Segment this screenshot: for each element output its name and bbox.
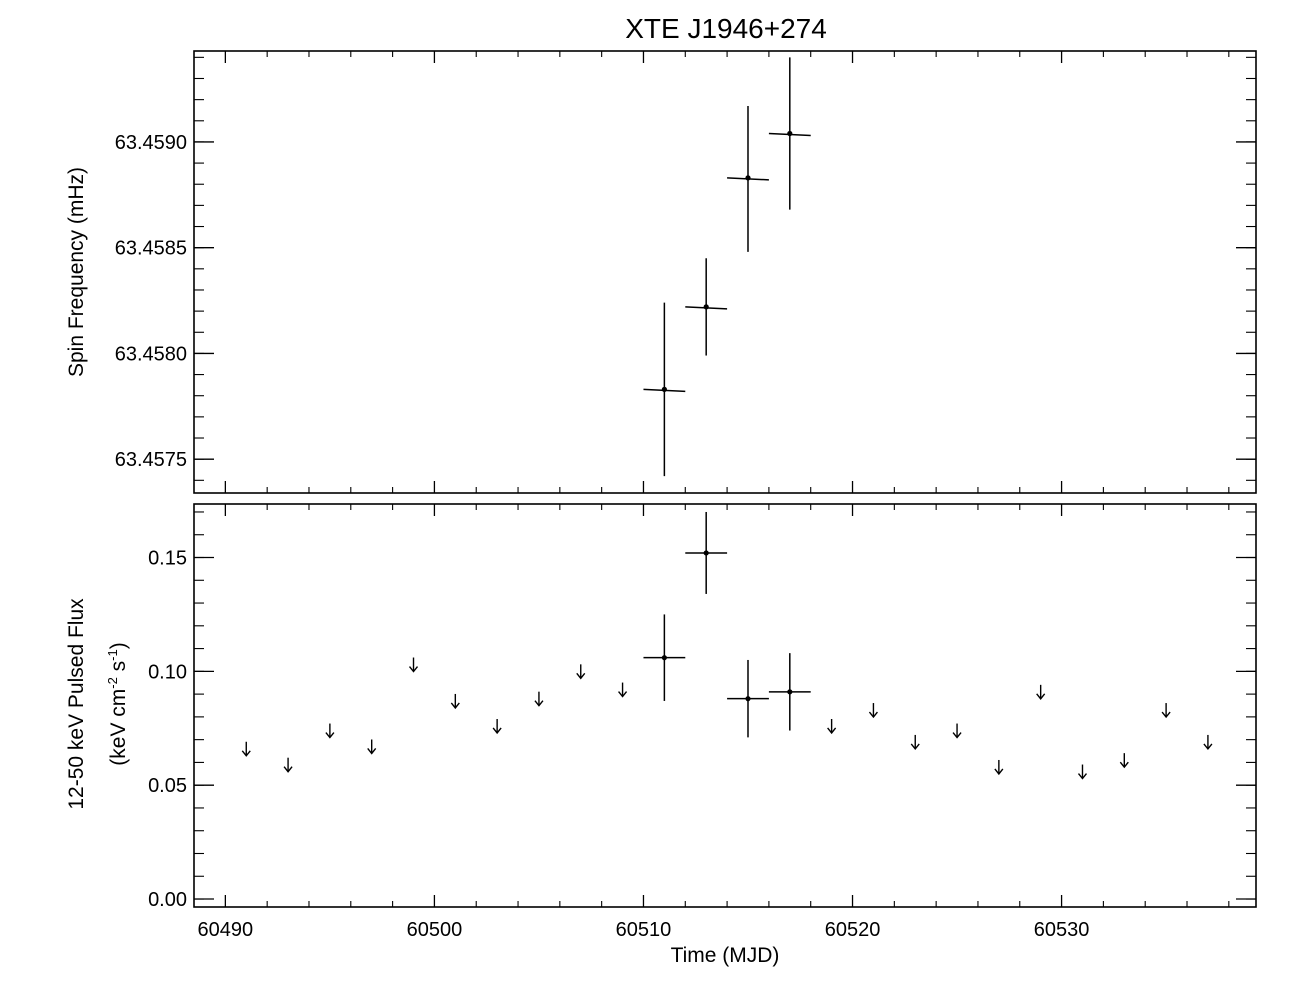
data-point [745,175,751,181]
upper-limit-arrowhead [618,691,628,698]
x-tick-label: 60500 [407,919,463,941]
data-point [661,386,667,392]
upper-limit-arrowhead [1077,773,1088,780]
y-tick-label: 0.15 [148,548,187,570]
upper-limit-arrowhead [283,766,293,773]
x-tick-label: 60510 [616,919,672,941]
bottom-panel-frame [193,503,1257,908]
y-tick-label: 63.4585 [115,238,187,260]
upper-limit-arrowhead [241,750,251,757]
x-tick-label: 60490 [198,919,254,941]
x-tick-label: 60530 [1034,919,1090,941]
chart-title: XTE J1946+274 [625,13,827,44]
upper-limit-arrowhead [1203,743,1213,751]
x-tick-label: 60520 [825,919,881,941]
upper-limit-arrowhead [827,727,837,735]
upper-limit-arrowhead [367,748,377,755]
bottom-y-axis-label: 12-50 keV Pulsed Flux [65,598,88,810]
upper-limit-arrowhead [994,768,1004,776]
y-tick-label: 0.10 [148,661,187,683]
y-tick-label: 63.4575 [115,449,187,471]
upper-limit-arrowhead [325,732,335,739]
y-tick-label: 0.05 [148,775,187,797]
data-point [787,689,793,695]
y-tick-label: 63.4580 [115,343,187,365]
top-panel-frame [193,50,1257,494]
upper-limit-arrowhead [1119,761,1129,769]
y-tick-label: 63.4590 [115,132,187,154]
data-point [787,130,793,137]
upper-limit-arrowhead [1161,711,1171,719]
top-panel-ticks: 63.4575 63.4580 63.4585 63.4590 [115,51,1256,493]
upper-limit-arrowhead [952,732,962,739]
top-y-axis-label: Spin Frequency (mHz) [65,167,88,377]
data-point [703,304,709,310]
upper-limit-arrowhead [492,727,502,735]
top-panel-data [643,57,811,477]
upper-limit-arrowhead [910,743,920,751]
bottom-y-axis-units: (keV cm-2 s-1) [105,642,130,765]
upper-limit-arrowhead [576,672,586,680]
upper-limit-arrowhead [408,666,419,673]
upper-limit-arrowhead [868,711,878,719]
bottom-panel-ticks: 60490 60500 60510 60520 60530 0.00 0.05 0.10 0.1… [148,504,1256,941]
data-point [661,655,667,661]
y-tick-label: 0.00 [148,889,187,911]
data-point [745,696,751,702]
upper-limit-arrowhead [450,702,460,710]
upper-limit-arrowhead [534,700,544,707]
bottom-panel-data [241,511,1213,780]
data-point [703,550,709,556]
x-axis-label: Time (MJD) [671,944,780,967]
upper-limit-arrowhead [1036,693,1046,700]
